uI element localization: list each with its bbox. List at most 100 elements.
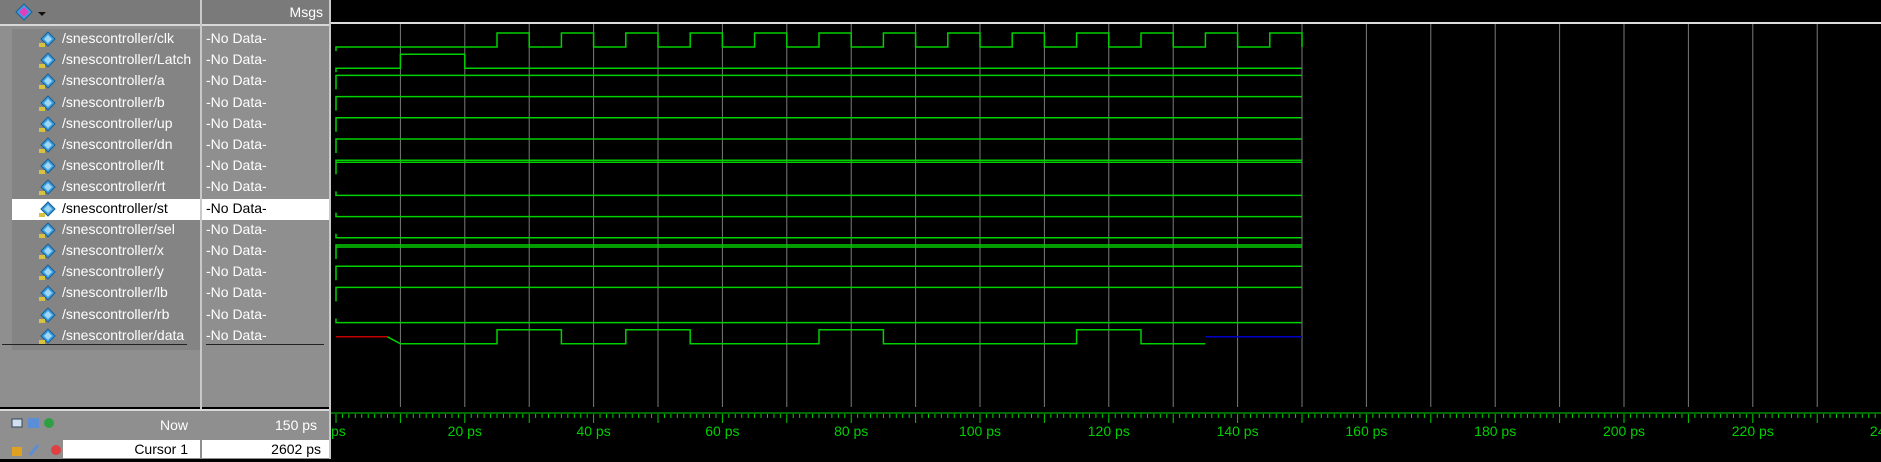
wave-trace xyxy=(335,265,1302,281)
edit-cursor-icon xyxy=(28,444,40,456)
signal-icon xyxy=(39,158,56,175)
cursor-label: Cursor 1 xyxy=(134,441,188,457)
time-ruler[interactable]: ps 20 ps 40 ps 60 ps 80 ps 100 ps 120 ps 140 ps… xyxy=(331,409,1881,459)
status-area: Now 150 ps Cursor 1 2602 ps xyxy=(0,409,329,459)
pane-splitter[interactable] xyxy=(329,0,331,459)
signal-value-row[interactable]: -No Data- xyxy=(202,262,329,283)
signal-icon xyxy=(39,264,56,281)
signal-value-row[interactable]: -No Data- xyxy=(202,93,329,114)
signal-value: -No Data- xyxy=(206,220,267,237)
cursor-value: 2602 ps xyxy=(271,441,321,457)
signal-row[interactable]: /snescontroller/clk xyxy=(12,29,200,50)
signal-value: -No Data- xyxy=(206,136,267,152)
ruler-label: 200 ps xyxy=(1603,423,1645,439)
signal-row[interactable]: /snescontroller/Latch xyxy=(12,50,200,71)
signal-row[interactable]: /snescontroller/b xyxy=(12,93,200,114)
signal-value-row[interactable]: -No Data- xyxy=(202,283,329,304)
ruler-label: 240 xyxy=(1870,423,1881,439)
signal-icon xyxy=(39,285,56,302)
lock-icon xyxy=(12,447,22,456)
signal-value-row[interactable]: -No Data- xyxy=(202,198,329,220)
signal-value-row[interactable]: -No Data- xyxy=(202,241,329,262)
time-ruler-canvas[interactable]: ps 20 ps 40 ps 60 ps 80 ps 100 ps 120 ps 140 ps… xyxy=(331,409,1881,459)
signal-name: /snescontroller/up xyxy=(62,114,173,131)
msgs-pane: Msgs -No Data- -No Data- -No Data- -No Data… xyxy=(202,0,329,407)
signal-value-row[interactable]: -No Data- xyxy=(202,156,329,177)
signal-value-row[interactable]: -No Data- xyxy=(202,326,329,347)
signal-value: -No Data- xyxy=(206,326,267,343)
signal-value-row[interactable]: -No Data- xyxy=(202,305,329,326)
signal-value-row[interactable]: -No Data- xyxy=(202,177,329,198)
signal-name: /snescontroller/rb xyxy=(62,305,170,322)
signal-name: /snescontroller/rt xyxy=(62,178,166,195)
signal-value-row[interactable]: -No Data- xyxy=(202,71,329,92)
ruler-label: ps xyxy=(331,423,346,439)
ruler-label: 140 ps xyxy=(1217,423,1259,439)
signal-row[interactable]: /snescontroller/a xyxy=(12,71,200,92)
wave-trace xyxy=(335,159,1302,175)
wave-trace xyxy=(335,117,1302,132)
wave-canvas[interactable] xyxy=(331,0,1881,407)
signal-row[interactable]: /snescontroller/up xyxy=(12,114,200,135)
signal-value-row[interactable]: -No Data- xyxy=(202,220,329,241)
signal-name: /snescontroller/data xyxy=(62,326,185,343)
signal-icon xyxy=(39,328,56,344)
cursor-time-field[interactable]: 2602 ps xyxy=(202,440,329,458)
signal-value: -No Data- xyxy=(206,242,267,258)
signal-name: /snescontroller/sel xyxy=(62,220,175,237)
signal-icon xyxy=(39,73,56,90)
signal-row[interactable]: /snescontroller/x xyxy=(12,241,200,262)
signal-icon xyxy=(39,200,56,217)
wave-trace xyxy=(335,53,1302,73)
signal-value: -No Data- xyxy=(206,305,267,322)
signal-value-row[interactable]: -No Data- xyxy=(202,50,329,71)
add-wave-icon[interactable] xyxy=(12,1,52,23)
signal-row[interactable]: /snescontroller/y xyxy=(12,262,200,283)
signal-row[interactable]: /snescontroller/data xyxy=(12,326,200,347)
signal-name: /snescontroller/b xyxy=(62,93,165,110)
ruler-label: 80 ps xyxy=(834,423,868,439)
wave-trace xyxy=(387,329,1206,345)
signal-icon xyxy=(39,31,56,47)
signal-row[interactable]: /snescontroller/rt xyxy=(12,177,200,198)
expand-line xyxy=(206,343,324,345)
signal-value: -No Data- xyxy=(206,157,267,174)
wave-trace xyxy=(335,286,1302,302)
status-separator xyxy=(0,409,329,411)
toolbar-icons-cursor[interactable] xyxy=(10,441,70,459)
signal-row[interactable]: /snescontroller/st xyxy=(12,198,200,220)
ruler-label: 100 ps xyxy=(959,423,1001,439)
signal-row[interactable]: /snescontroller/sel xyxy=(12,220,200,241)
signal-value: -No Data- xyxy=(206,114,267,131)
signal-row[interactable]: /snescontroller/lt xyxy=(12,156,200,177)
signal-value-row[interactable]: -No Data- xyxy=(202,29,329,50)
signal-row[interactable]: /snescontroller/rb xyxy=(12,305,200,326)
wave-trace xyxy=(335,318,1302,324)
signal-value: -No Data- xyxy=(206,199,267,216)
toolbar-icons-now[interactable] xyxy=(10,415,70,433)
signal-row[interactable]: /snescontroller/dn xyxy=(12,135,200,156)
ruler-label: 20 ps xyxy=(448,423,482,439)
signal-value-row[interactable]: -No Data- xyxy=(202,114,329,135)
signal-row[interactable]: /snescontroller/lb xyxy=(12,283,200,304)
insert-cursor-icon xyxy=(11,418,23,428)
signal-value: -No Data- xyxy=(206,51,267,68)
cursor-name-field[interactable]: Cursor 1 xyxy=(63,440,200,458)
signal-value-row[interactable]: -No Data- xyxy=(202,135,329,156)
wave-pane[interactable] xyxy=(331,0,1881,407)
ruler-label: 40 ps xyxy=(576,423,610,439)
signal-name: /snescontroller/dn xyxy=(62,136,173,152)
wave-trace xyxy=(335,74,1302,90)
wave-trace xyxy=(335,233,1302,239)
signal-name: /snescontroller/st xyxy=(62,199,168,216)
signal-name: /snescontroller/lt xyxy=(62,157,164,174)
signal-icon xyxy=(39,137,56,153)
pane-splitter[interactable] xyxy=(200,0,202,459)
expand-line xyxy=(2,343,187,345)
add-icon xyxy=(44,418,54,428)
signal-name: /snescontroller/y xyxy=(62,263,164,280)
signal-value: -No Data- xyxy=(206,263,267,280)
signal-value: -No Data- xyxy=(206,30,267,46)
signal-icon xyxy=(39,94,56,111)
